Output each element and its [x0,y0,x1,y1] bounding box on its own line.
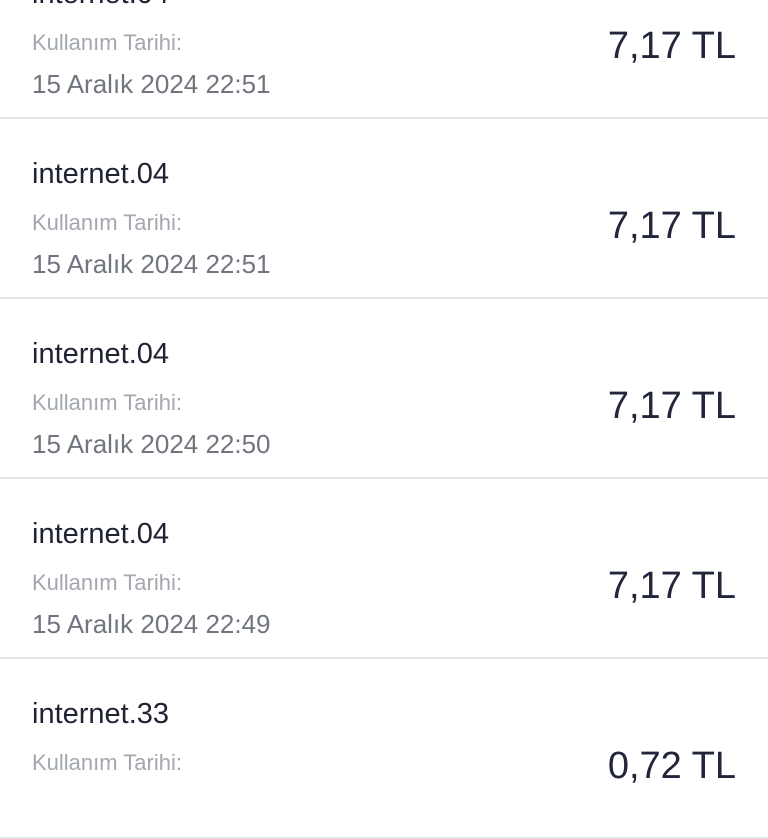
usage-date: 15 Aralık 2024 22:51 [32,249,271,279]
usage-date-label: Kullanım Tarihi: [32,570,182,595]
usage-list-item[interactable]: internet.04 Kullanım Tarihi: 15 Aralık 2… [0,119,768,299]
usage-date-label: Kullanım Tarihi: [32,30,182,55]
usage-list-item[interactable]: internet.04 Kullanım Tarihi: 15 Aralık 2… [0,299,768,479]
usage-date-label: Kullanım Tarihi: [32,750,182,775]
usage-list-item[interactable]: internet.33 Kullanım Tarihi: 0,72 TL [0,659,768,839]
usage-list-item[interactable]: internet.04 Kullanım Tarihi: 15 Aralık 2… [0,0,768,119]
usage-date: 15 Aralık 2024 22:50 [32,429,271,459]
item-name: internet.04 [32,158,170,190]
usage-amount: 7,17 TL [607,385,736,427]
usage-date: 15 Aralık 2024 22:51 [32,69,271,99]
item-name: internet.04 [32,518,170,550]
item-name: internet.04 [32,338,170,370]
usage-amount: 0,72 TL [607,745,736,787]
item-name: internet.33 [32,698,170,730]
usage-amount: 7,17 TL [607,565,736,607]
usage-amount: 7,17 TL [607,205,736,247]
usage-date-label: Kullanım Tarihi: [32,390,182,415]
usage-amount: 7,17 TL [607,25,736,67]
usage-date: 15 Aralık 2024 22:49 [32,609,271,639]
item-name: internet.04 [32,0,169,12]
usage-date-label: Kullanım Tarihi: [32,210,182,235]
usage-list-item[interactable]: internet.04 Kullanım Tarihi: 15 Aralık 2… [0,479,768,659]
